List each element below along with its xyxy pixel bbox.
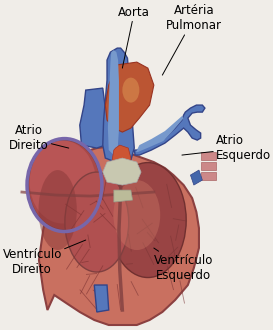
- Polygon shape: [94, 285, 109, 312]
- Polygon shape: [39, 147, 199, 325]
- Ellipse shape: [65, 172, 129, 272]
- Polygon shape: [108, 50, 119, 155]
- Polygon shape: [191, 170, 202, 185]
- Polygon shape: [105, 62, 154, 132]
- Polygon shape: [80, 88, 105, 148]
- Ellipse shape: [113, 180, 160, 250]
- Text: Atrio
Direito: Atrio Direito: [9, 124, 69, 152]
- Text: Ventrículo
Esquerdo: Ventrículo Esquerdo: [154, 248, 213, 282]
- Polygon shape: [103, 48, 134, 162]
- Ellipse shape: [38, 170, 77, 250]
- Text: Ventrículo
Direito: Ventrículo Direito: [2, 240, 86, 276]
- Ellipse shape: [122, 78, 140, 103]
- Polygon shape: [134, 105, 205, 155]
- Polygon shape: [112, 145, 131, 172]
- Polygon shape: [114, 190, 133, 202]
- Text: Aorta: Aorta: [118, 6, 150, 68]
- Ellipse shape: [109, 163, 186, 278]
- Polygon shape: [201, 172, 216, 180]
- Polygon shape: [136, 116, 184, 152]
- Text: Atrio
Esquerdo: Atrio Esquerdo: [182, 134, 271, 162]
- Polygon shape: [201, 162, 216, 170]
- Ellipse shape: [28, 140, 101, 230]
- Polygon shape: [201, 152, 216, 160]
- Polygon shape: [103, 158, 141, 185]
- Ellipse shape: [29, 141, 96, 223]
- Text: Artéria
Pulmonar: Artéria Pulmonar: [162, 4, 222, 75]
